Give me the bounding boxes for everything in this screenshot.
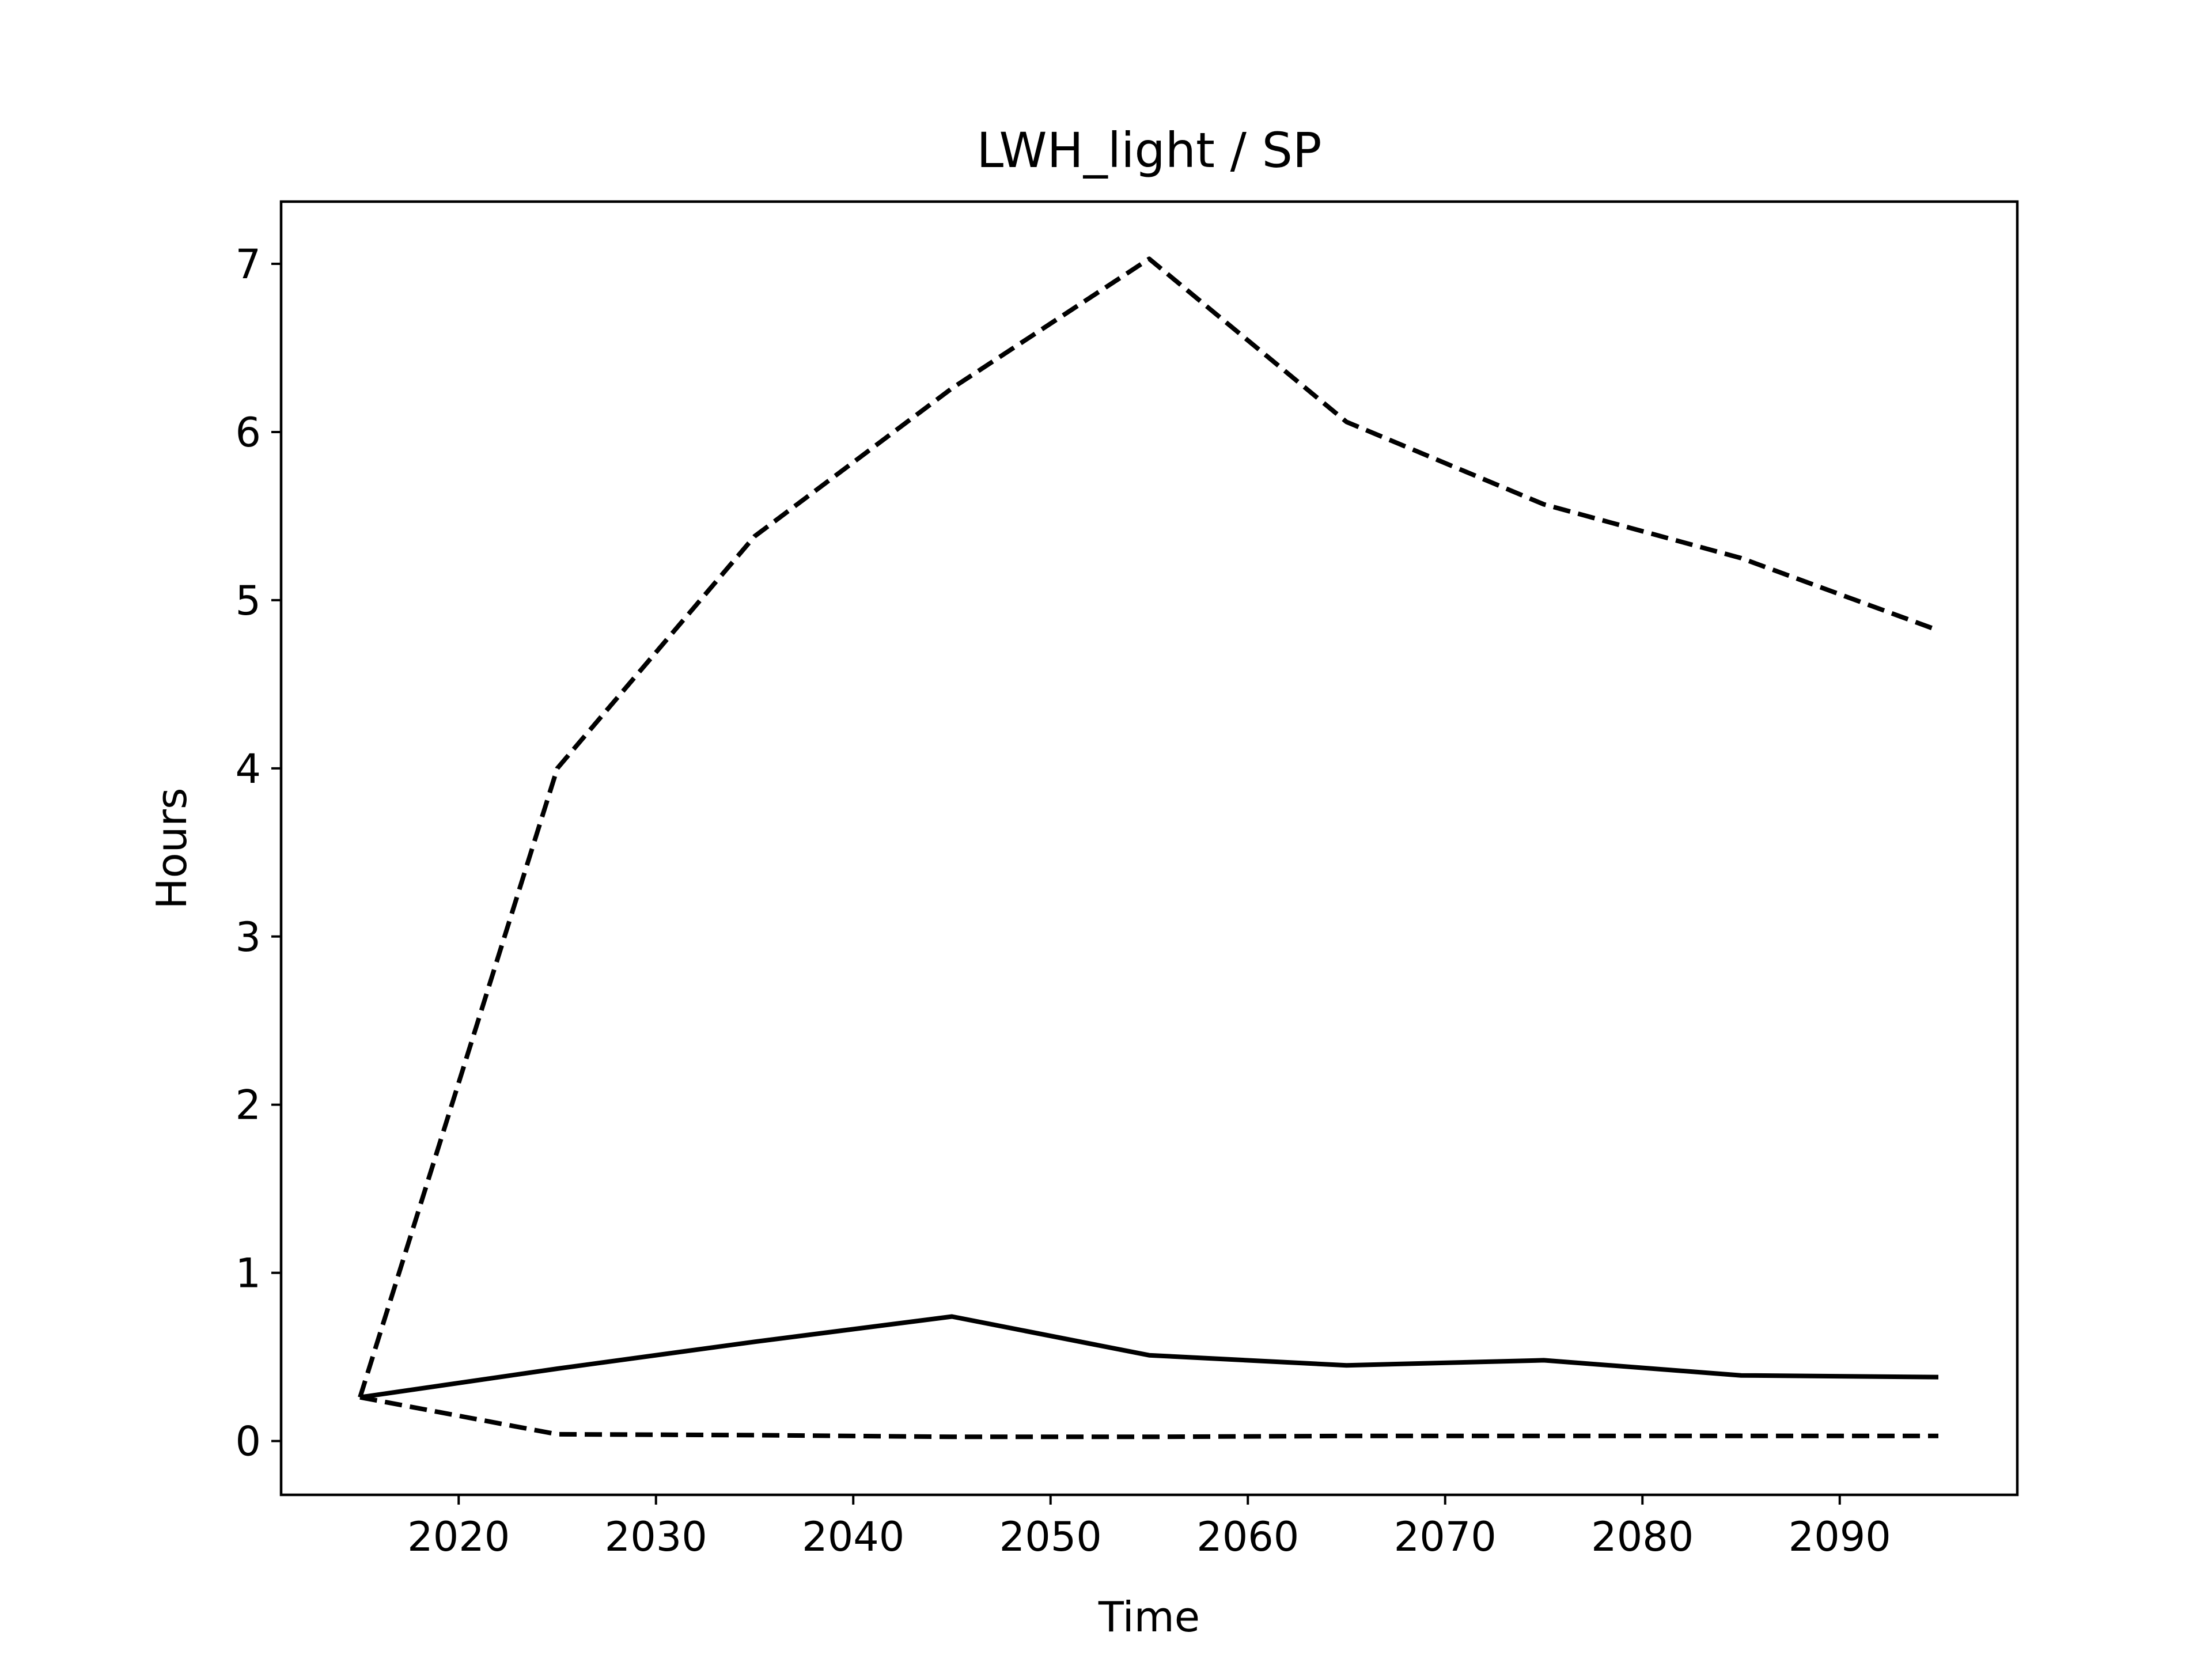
series-line-2 [358,256,1940,1398]
y-tick-label: 7 [235,241,261,288]
plot-area: 2020 2030 2040 2050 2060 2070 2080 2090 0 1 2 3 4 5 6… [235,200,2019,1560]
x-tick-label: 2030 [605,1513,707,1560]
series-line-1 [359,1314,1939,1400]
x-axis-label: Time [1098,1593,1200,1641]
y-tick-label: 2 [235,1082,261,1129]
y-tick-label: 4 [235,745,261,793]
axes-frame [279,200,2019,1497]
x-tick-label: 2090 [1789,1513,1891,1560]
y-tick-label: 3 [235,914,261,961]
x-tick-label: 2040 [802,1513,904,1560]
y-tick-label: 0 [235,1418,261,1465]
series-layer [358,256,1940,1440]
x-tick-label: 2050 [999,1513,1102,1560]
y-tick-label: 1 [235,1250,261,1297]
y-tick-label: 5 [235,577,261,624]
x-tick-label: 2070 [1394,1513,1497,1560]
chart-title: LWH_light / SP [976,122,1321,179]
y-axis: 0 1 2 3 4 5 6 7 [235,241,281,1465]
x-axis: 2020 2030 2040 2050 2060 2070 2080 2090 [407,1495,1891,1560]
x-tick-label: 2080 [1591,1513,1694,1560]
series-line-3 [359,1395,1938,1440]
x-tick-label: 2020 [407,1513,510,1560]
y-tick-label: 6 [235,409,261,456]
y-axis-label: Hours [147,788,196,910]
x-tick-label: 2060 [1196,1513,1299,1560]
